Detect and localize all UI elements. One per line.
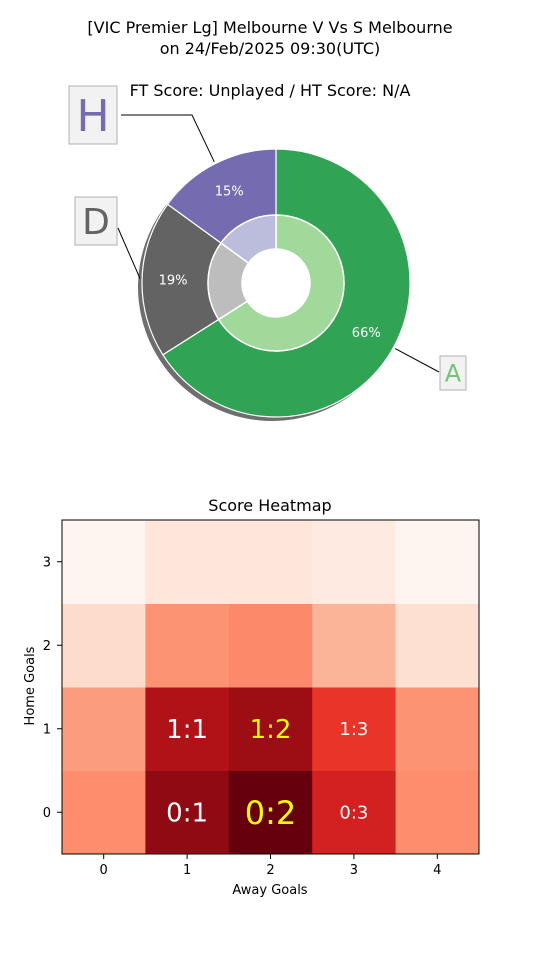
score-heatmap: 0:1 0:2 0:3 1:1 1:2 1:3 0 1 2 3 4 0 1 2 3 — [43, 519, 480, 878]
x-tick-label-4: 4 — [433, 863, 441, 878]
heatmap-cell-3-3 — [312, 520, 397, 604]
heatmap-annotation-1-2: 1:2 — [250, 715, 292, 745]
heatmap-cell-3-1 — [145, 520, 230, 604]
heatmap-cell-2-3 — [312, 603, 397, 688]
pct-label-h: 15% — [215, 185, 244, 200]
outcome-letter-h: H — [76, 91, 109, 142]
donut-inner-ring — [207, 214, 345, 352]
chart-title-line2: on 24/Feb/2025 09:30(UTC) — [160, 39, 381, 58]
leader-line-a — [394, 348, 440, 373]
heatmap-cell-2-0 — [62, 603, 146, 688]
heatmap-annotation-0-3: 0:3 — [339, 803, 368, 824]
heatmap-annotation-0-2: 0:2 — [245, 794, 297, 832]
heatmap-cell-3-4 — [395, 520, 480, 604]
donut-outer-ring — [141, 148, 411, 418]
donut-labels: 66% A 19% D 15% H — [68, 85, 467, 391]
leader-line-h — [121, 114, 215, 163]
y-tick-label-0: 0 — [43, 806, 51, 821]
heatmap-cell-0-3 — [312, 770, 397, 855]
outcome-box-h — [68, 85, 118, 145]
outcome-letter-d: D — [82, 202, 110, 243]
heatmap-cell-1-2 — [228, 687, 313, 771]
heatmap-xlabel: Away Goals — [232, 883, 307, 898]
outcome-letter-a: A — [445, 360, 462, 388]
heatmap-cell-0-0 — [62, 770, 146, 855]
x-tick-label-0: 0 — [100, 863, 108, 878]
heatmap-annotation-1-1: 1:1 — [166, 715, 208, 745]
heatmap-cell-1-4 — [395, 687, 480, 771]
chart-title-line1: [VIC Premier Lg] Melbourne V Vs S Melbou… — [87, 18, 452, 37]
pct-label-d: 19% — [159, 273, 188, 288]
heatmap-title: Score Heatmap — [208, 496, 331, 515]
heatmap-cell-0-2 — [228, 770, 313, 855]
y-tick-label-2: 2 — [43, 639, 51, 654]
outcome-box-d — [74, 196, 118, 246]
x-tick-label-2: 2 — [266, 863, 274, 878]
outcome-box-a — [439, 355, 467, 391]
outcome-donut: 66% A 19% D 15% H — [68, 85, 467, 422]
chart-subtitle: FT Score: Unplayed / HT Score: N/A — [130, 81, 411, 100]
heatmap-cell-1-3 — [312, 687, 397, 771]
x-tick-label-3: 3 — [350, 863, 358, 878]
heatmap-annotation-1-3: 1:3 — [339, 719, 368, 740]
heatmap-cell-1-1 — [145, 687, 230, 771]
heatmap-cell-3-2 — [228, 520, 313, 604]
inner-slice-h — [219, 214, 277, 265]
pct-label-a: 66% — [352, 326, 381, 341]
heatmap-annotation-0-1: 0:1 — [166, 799, 208, 829]
heatmap-cell-0-4 — [395, 770, 480, 855]
heatmap-cell-2-2 — [228, 603, 313, 688]
inner-slice-a — [217, 214, 345, 352]
heatmap-cell-2-1 — [145, 603, 230, 688]
heatmap-cell-1-0 — [62, 687, 146, 771]
y-tick-label-1: 1 — [43, 722, 51, 737]
heatmap-cell-0-1 — [145, 770, 230, 855]
heatmap-cell-3-0 — [62, 520, 146, 604]
leader-line-d — [117, 227, 141, 279]
heatmap-ylabel: Home Goals — [23, 646, 38, 725]
y-tick-label-3: 3 — [43, 555, 51, 570]
heatmap-cell-2-4 — [395, 603, 480, 688]
x-tick-label-1: 1 — [183, 863, 191, 878]
